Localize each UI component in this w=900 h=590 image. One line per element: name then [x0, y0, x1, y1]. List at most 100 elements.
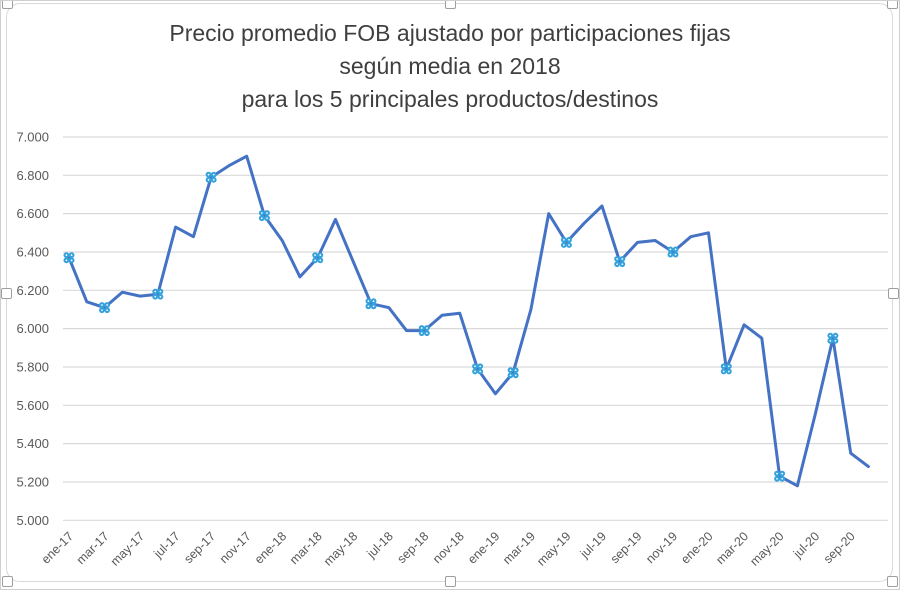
marker-dot-center: [781, 472, 784, 475]
marker-dot-center: [479, 370, 482, 373]
x-axis-tick-label: mar-17: [74, 529, 112, 567]
x-axis-tick-label: ene-20: [678, 529, 715, 566]
marker-dot-center: [159, 290, 162, 293]
marker-dot-center: [514, 374, 517, 377]
selection-handle-bottom-left[interactable]: [2, 576, 13, 587]
y-axis-tick-label: 5.000: [16, 513, 49, 528]
marker-dot-center: [781, 477, 784, 480]
marker-dot-center: [372, 300, 375, 302]
marker-dot-center: [616, 263, 618, 266]
marker-dot-center: [728, 370, 730, 373]
marker-dot-center: [260, 212, 263, 214]
marker-dot-center: [154, 295, 157, 298]
x-axis-tick-label: jul-19: [577, 529, 609, 561]
marker-dot-center: [669, 253, 672, 256]
marker-dot-center: [65, 254, 68, 256]
selection-handle-bottom-right[interactable]: [887, 576, 898, 587]
data-point-marker[interactable]: [312, 252, 324, 264]
marker-dot-center: [319, 254, 322, 256]
marker-dot-center: [154, 290, 157, 293]
selection-handle-top-left[interactable]: [2, 1, 13, 9]
marker-dot-center: [314, 259, 316, 262]
chart-title-line-3: para los 5 principales productos/destino…: [241, 86, 659, 112]
chart-title[interactable]: Precio promedio FOB ajustado por partici…: [1, 17, 899, 116]
marker-dot-center: [616, 258, 618, 260]
data-point-marker[interactable]: [827, 332, 839, 344]
marker-dot-center: [367, 300, 370, 302]
y-axis-tick-label: 6.400: [16, 244, 49, 259]
marker-dot-center: [728, 365, 730, 368]
x-axis-tick-label: jul-20: [790, 529, 822, 561]
x-axis-tick-label: sep-18: [394, 529, 431, 566]
data-point-marker[interactable]: [667, 246, 679, 258]
marker-dot-center: [314, 254, 316, 256]
data-point-marker[interactable]: [99, 302, 111, 314]
x-axis-tick-label: sep-17: [181, 529, 218, 566]
marker-dot-center: [212, 173, 215, 176]
data-point-marker[interactable]: [365, 298, 377, 310]
marker-dot-center: [207, 178, 210, 181]
marker-dot-center: [426, 327, 428, 329]
marker-dot-center: [509, 369, 512, 371]
x-axis-tick-label: may-20: [747, 529, 786, 568]
marker-dot-center: [106, 309, 108, 312]
data-point-marker[interactable]: [560, 236, 572, 248]
selection-handle-middle-right[interactable]: [888, 288, 899, 299]
price-line-series[interactable]: [67, 154, 870, 488]
marker-dot-center: [159, 295, 162, 298]
marker-dot-center: [621, 263, 624, 266]
y-axis-tick-label: 6.600: [16, 206, 49, 221]
marker-dot-center: [420, 327, 423, 329]
y-axis-tick-label: 6.200: [16, 283, 49, 298]
x-axis-tick-label: nov-18: [430, 529, 467, 566]
marker-dot-center: [509, 374, 512, 377]
marker-dot-center: [65, 259, 68, 262]
marker-dot-center: [212, 178, 215, 181]
data-point-marker[interactable]: [774, 470, 786, 482]
data-point-marker[interactable]: [205, 171, 217, 183]
y-axis-tick-label: 5.600: [16, 398, 49, 413]
marker-dot-center: [319, 259, 322, 262]
x-axis-tick-label: mar-19: [500, 529, 538, 567]
x-axis-tick-label: may-17: [108, 529, 147, 568]
marker-dot-center: [70, 254, 73, 256]
marker-dot-center: [479, 365, 482, 368]
marker-dot-center: [474, 365, 476, 368]
marker-dot-center: [562, 244, 565, 246]
x-axis-tick-label: may-19: [534, 529, 573, 568]
x-axis-tick-label: ene-18: [252, 529, 289, 566]
x-axis-tick-label: ene-19: [465, 529, 502, 566]
data-point-marker[interactable]: [418, 325, 430, 337]
selection-handle-middle-left[interactable]: [1, 288, 12, 299]
marker-dot-center: [621, 258, 624, 260]
marker-dot-center: [722, 365, 725, 368]
data-point-marker[interactable]: [258, 210, 270, 222]
marker-dot-center: [101, 304, 103, 306]
marker-dot-center: [106, 304, 108, 306]
data-point-marker[interactable]: [614, 256, 626, 268]
x-axis-tick-label: jul-17: [150, 529, 182, 561]
data-point-marker[interactable]: [472, 363, 484, 375]
y-axis-tick-label: 5.200: [16, 474, 49, 489]
selection-handle-top-middle[interactable]: [445, 1, 456, 9]
x-axis-tick-label: sep-19: [608, 529, 645, 566]
x-axis-tick-label: may-18: [321, 529, 360, 568]
marker-dot-center: [266, 217, 268, 220]
marker-dot-center: [722, 370, 725, 373]
x-axis-tick-label: mar-20: [713, 529, 751, 567]
marker-dot-center: [568, 238, 570, 241]
data-point-marker[interactable]: [63, 252, 75, 264]
chart-title-line-2: según media en 2018: [339, 53, 561, 79]
data-point-marker[interactable]: [152, 288, 164, 300]
marker-dot-center: [568, 244, 570, 246]
selection-handle-bottom-middle[interactable]: [445, 576, 456, 587]
marker-dot-center: [834, 339, 837, 342]
data-point-marker[interactable]: [507, 367, 519, 379]
marker-dot-center: [562, 238, 565, 241]
y-axis-tick-label: 5.400: [16, 436, 49, 451]
marker-dot-center: [372, 305, 375, 308]
selection-handle-top-right[interactable]: [887, 1, 898, 9]
data-point-marker[interactable]: [720, 363, 732, 375]
